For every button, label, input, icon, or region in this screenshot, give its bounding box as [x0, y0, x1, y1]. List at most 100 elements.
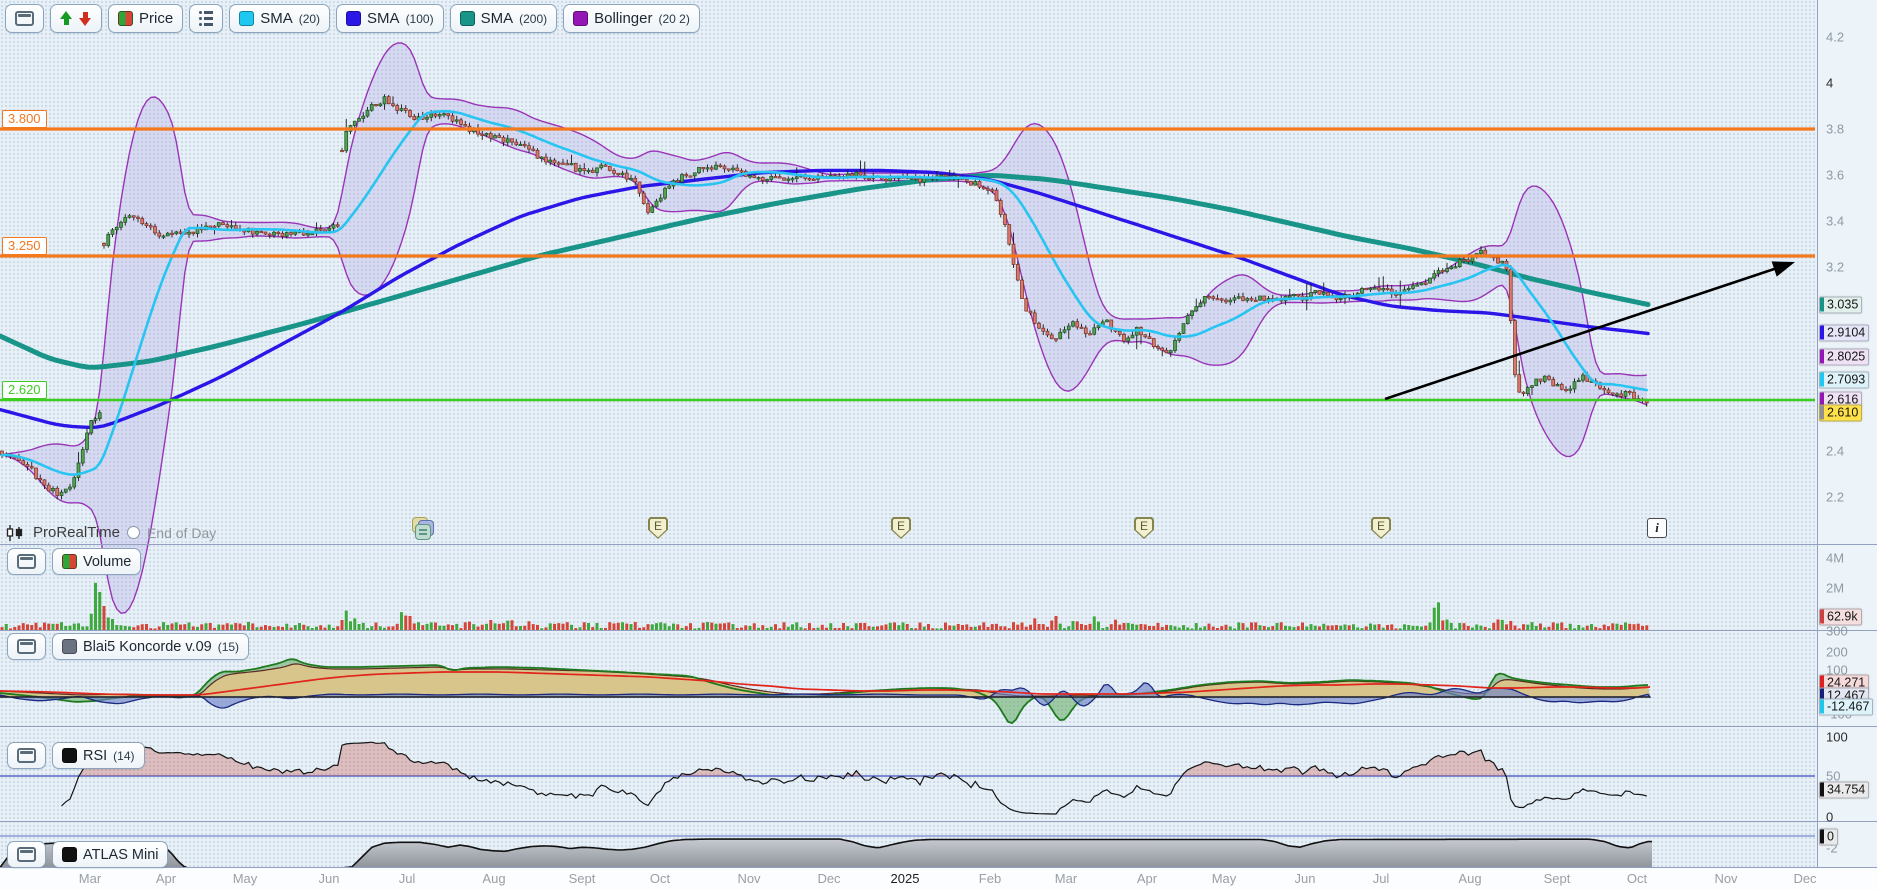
panel-separator[interactable] [0, 726, 1877, 727]
info-button[interactable]: i [1647, 518, 1667, 538]
sma100-param: (100) [405, 11, 434, 26]
stacked-events-icon[interactable] [412, 517, 442, 542]
list-settings-button[interactable] [189, 4, 224, 33]
price-axis-tick: 2.2 [1826, 489, 1845, 505]
window-options-button[interactable] [5, 4, 44, 33]
level-label[interactable]: 3.800 [2, 110, 47, 128]
trend-arrow-line[interactable] [1384, 266, 1779, 401]
koncorde-red-line [0, 671, 1651, 696]
atlas-panel-header: ATLAS Mini [7, 841, 169, 868]
volume-color-icon [62, 554, 77, 569]
atlas-value-badge: 0 [1819, 828, 1838, 846]
earnings-marker[interactable]: E [891, 517, 911, 539]
volume-indicator-button[interactable]: Volume [52, 548, 142, 575]
earnings-marker[interactable]: E [1134, 517, 1154, 539]
indicator-button-sma-100[interactable]: SMA (100) [336, 4, 444, 33]
axis-month-label: Mar [1054, 871, 1078, 886]
atlas-title: ATLAS Mini [83, 846, 159, 863]
sma20-color-swatch [239, 11, 255, 26]
sma100-color-swatch [346, 11, 362, 26]
chart-plot-background[interactable] [0, 0, 1817, 868]
atlas-line [0, 838, 1652, 868]
sma100-label: SMA [367, 10, 400, 27]
axis-month-label: Dec [817, 871, 841, 886]
earnings-marker[interactable]: E [648, 517, 668, 539]
window-icon [17, 554, 36, 569]
bollinger-fill [2, 43, 1647, 614]
atlas-indicator-button[interactable]: ATLAS Mini [52, 841, 169, 868]
axis-month-label: May [1211, 871, 1237, 886]
sma20-param: (20) [298, 11, 321, 26]
koncorde-panel-header: Blai5 Koncorde v.09 (15) [7, 633, 250, 660]
indicator-button-sma-200[interactable]: SMA (200) [449, 4, 558, 33]
sma20-label: SMA [260, 10, 293, 27]
axis-month-label: Oct [649, 871, 671, 886]
rsi-window-button[interactable] [7, 742, 46, 769]
koncorde-window-button[interactable] [7, 633, 46, 660]
candlestick-series [0, 94, 1649, 500]
atlas-window-button[interactable] [7, 841, 46, 868]
price-axis-tick: 4M [1826, 550, 1845, 566]
down-arrow-icon [79, 11, 92, 26]
price-badge: 2.8025 [1819, 348, 1870, 366]
koncorde-value-badge: -12.467 [1819, 698, 1874, 716]
plot-group [0, 42, 1815, 868]
feed-mode-radio[interactable] [126, 526, 140, 539]
price-button-label: Price [139, 10, 174, 27]
axis-month-label: Aug [482, 871, 506, 886]
rsi-param: (14) [113, 748, 135, 763]
sma200-color-swatch [459, 11, 475, 26]
axis-month-label: Apr [1136, 871, 1158, 886]
koncorde-color-swatch [62, 639, 77, 654]
sma200-label: SMA [480, 10, 514, 27]
level-label[interactable]: 3.250 [2, 237, 47, 255]
price-axis-tick: 3.8 [1826, 121, 1845, 137]
axis-month-label: Apr [155, 871, 177, 886]
price-badge: 2.9104 [1819, 324, 1870, 342]
price-axis-background[interactable] [1817, 0, 1877, 868]
panel-separator[interactable] [0, 544, 1877, 545]
panel-separator[interactable] [0, 630, 1877, 631]
indicator-button-bollinger[interactable]: Bollinger (20 2) [563, 4, 700, 33]
panel-separator[interactable] [0, 821, 1877, 822]
earnings-marker[interactable]: E [1371, 517, 1391, 539]
rsi-indicator-button[interactable]: RSI (14) [52, 742, 145, 769]
axis-month-label: Jul [1372, 871, 1390, 886]
trend-arrow-head[interactable] [1771, 261, 1795, 277]
buy-sell-orders-button[interactable] [50, 4, 102, 33]
date-axis-background[interactable] [0, 868, 1877, 890]
up-arrow-icon [60, 11, 73, 26]
volume-last-badge: 62.9k [1819, 608, 1862, 626]
bollinger-upper-band [1, 42, 1647, 456]
axis-month-label: Feb [978, 871, 1002, 886]
axis-month-label: Mar [78, 871, 102, 886]
axis-month-label: Jun [318, 871, 340, 886]
volume-panel-header: Volume [7, 548, 142, 575]
axis-month-label: Sept [1543, 871, 1571, 886]
volume-window-button[interactable] [7, 548, 46, 575]
level-label[interactable]: 2.620 [2, 381, 47, 399]
sma-100-line [0, 168, 1650, 430]
list-icon [199, 11, 213, 26]
price-axis-tick: 100 [1826, 729, 1848, 745]
axis-month-label: 2025 [890, 871, 920, 886]
price-badge: 2.616 [1819, 391, 1863, 409]
indicator-button-sma-20[interactable]: SMA (20) [229, 4, 331, 33]
price-series-button[interactable]: Price [108, 4, 184, 33]
koncorde-indicator-button[interactable]: Blai5 Koncorde v.09 (15) [52, 633, 250, 660]
axis-month-label: Jun [1294, 871, 1316, 886]
window-icon [17, 847, 36, 862]
volume-title: Volume [83, 553, 132, 570]
main-toolbar: Price SMA (20) SMA (100) SMA (200) Bolli… [5, 4, 700, 33]
axis-month-label: Nov [737, 871, 761, 886]
price-axis-tick: 2.4 [1826, 443, 1845, 459]
branding-row: ProRealTime End of Day [6, 524, 216, 541]
bollinger-label: Bollinger [594, 10, 653, 27]
koncorde-tan-area [0, 663, 1650, 697]
brand-name[interactable]: ProRealTime [33, 524, 120, 541]
rsi-color-swatch [62, 748, 77, 763]
axis-month-label: Jul [398, 871, 416, 886]
sma-200-line [0, 172, 1651, 370]
price-badge: 2.610 [1819, 404, 1863, 422]
